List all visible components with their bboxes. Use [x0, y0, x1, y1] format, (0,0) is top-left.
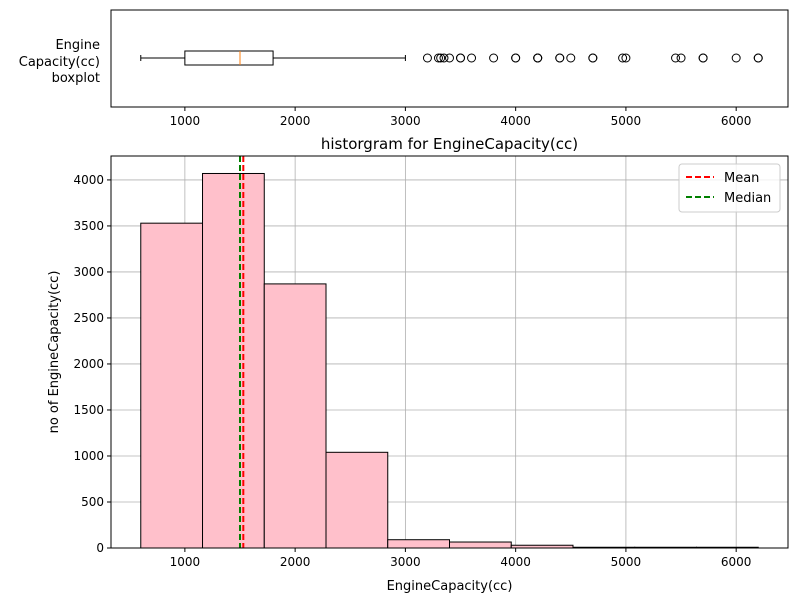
boxplot-ylabel-line-3: boxplot: [52, 71, 100, 86]
histogram-y-tick-label: 3000: [73, 265, 104, 279]
boxplot-x-tick-label: 2000: [280, 114, 311, 128]
histogram-xlabel: EngineCapacity(cc): [387, 579, 513, 594]
boxplot-x-tick-label: 5000: [611, 114, 642, 128]
boxplot-outlier: [676, 53, 686, 63]
histogram-panel: historgram for EngineCapacity(cc) 1000 20…: [47, 135, 789, 594]
histogram-y-tick-label: 500: [81, 495, 104, 509]
histogram-x-ticks: 1000 2000 3000 4000 5000 6000: [170, 548, 752, 569]
boxplot-outlier: [445, 53, 454, 63]
boxplot-x-ticks: 1000 2000 3000 4000 5000 6000: [170, 107, 752, 128]
histogram-x-tick-label: 3000: [390, 555, 421, 569]
histogram-bars: [140, 172, 759, 549]
boxplot-outlier: [753, 53, 763, 63]
boxplot-ylabel-line-2: Capacity(cc): [19, 55, 100, 70]
histogram-x-tick-label: 1000: [170, 555, 201, 569]
legend-mean-label: Mean: [724, 171, 759, 186]
histogram-y-ticks: 0 500 1000 1500 2000 2500 3000 3500 4000: [73, 173, 111, 555]
histogram-title: historgram for EngineCapacity(cc): [321, 135, 578, 153]
boxplot-outlier: [439, 53, 449, 63]
histogram-bar: [387, 539, 450, 549]
boxplot-marks: [140, 50, 763, 66]
boxplot-outlier: [533, 53, 543, 63]
histogram-x-tick-label: 5000: [611, 555, 642, 569]
histogram-bar: [140, 222, 204, 549]
boxplot-x-tick-label: 6000: [721, 114, 752, 128]
boxplot-outlier: [555, 53, 565, 63]
histogram-reference-lines: [239, 156, 245, 548]
histogram-y-tick-label: 0: [96, 541, 104, 555]
boxplot-outlier: [456, 53, 466, 63]
histogram-x-tick-label: 4000: [500, 555, 531, 569]
boxplot-axes-frame: [110, 9, 789, 108]
histogram-y-tick-label: 2500: [73, 311, 104, 325]
boxplot-x-tick-label: 4000: [500, 114, 531, 128]
histogram-y-tick-label: 4000: [73, 173, 104, 187]
boxplot-outlier: [698, 53, 708, 63]
histogram-bar: [325, 451, 389, 549]
histogram-bar: [263, 283, 327, 549]
histogram-y-tick-label: 1000: [73, 449, 104, 463]
histogram-x-tick-label: 2000: [280, 555, 311, 569]
boxplot-panel: 1000 2000 3000 4000 5000 6000 Engine Capacity…: [19, 9, 789, 128]
histogram-y-tick-label: 1500: [73, 403, 104, 417]
boxplot-outlier: [436, 53, 446, 63]
histogram-y-tick-label: 2000: [73, 357, 104, 371]
legend: Mean Median: [678, 163, 781, 213]
histogram-bar: [202, 172, 265, 549]
histogram-x-tick-label: 6000: [721, 555, 752, 569]
boxplot-outlier: [588, 53, 598, 63]
boxplot-outlier: [511, 53, 521, 63]
histogram-axes-frame: [110, 155, 789, 549]
boxplot-x-tick-label: 1000: [170, 114, 201, 128]
boxplot-x-tick-label: 3000: [390, 114, 421, 128]
boxplot-outlier: [489, 53, 499, 63]
boxplot-outlier: [467, 53, 477, 63]
histogram-bar: [449, 541, 512, 549]
boxplot-outlier: [671, 53, 681, 63]
histogram-ylabel: no of EngineCapacity(cc): [47, 271, 62, 434]
boxplot-outlier: [618, 53, 628, 63]
boxplot-outlier: [422, 53, 432, 63]
boxplot-outlier: [433, 53, 443, 63]
legend-median-label: Median: [724, 191, 771, 206]
boxplot-outlier: [731, 53, 741, 63]
boxplot-outlier: [621, 53, 631, 63]
boxplot-box: [184, 50, 274, 66]
histogram-y-tick-label: 3500: [73, 219, 104, 233]
boxplot-ylabel-line-1: Engine: [55, 38, 100, 53]
boxplot-outlier: [566, 53, 576, 63]
